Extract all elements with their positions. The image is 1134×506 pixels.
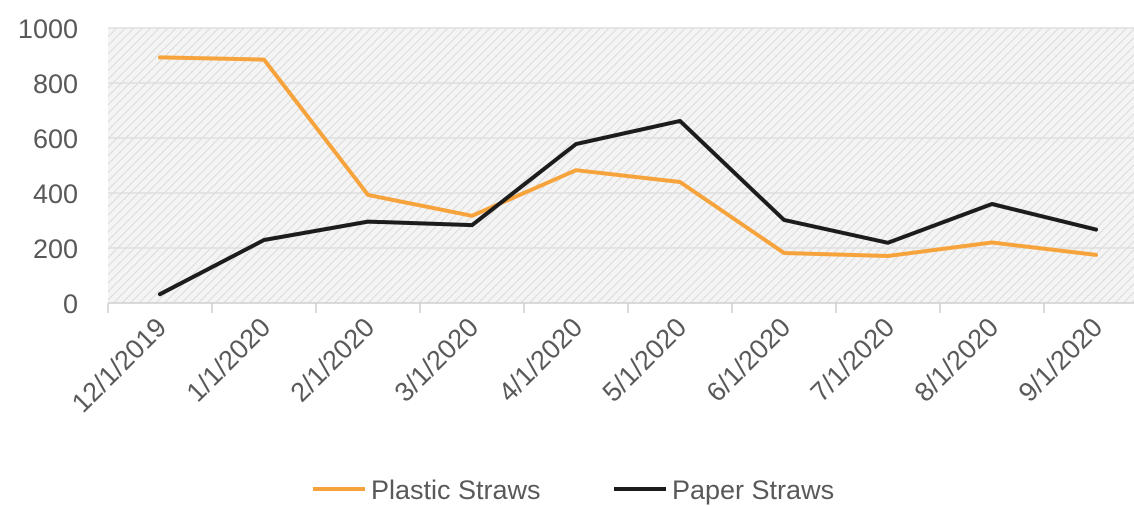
y-tick-label: 400 <box>33 179 78 209</box>
x-tick-label: 9/1/2020 <box>1013 312 1109 408</box>
legend: Plastic Straws Paper Straws <box>313 475 834 505</box>
series-lines <box>158 55 1098 297</box>
series-line-paper-straws <box>158 118 1098 297</box>
y-tick-label: 0 <box>63 289 78 319</box>
x-tick-label: 1/1/2020 <box>181 312 277 408</box>
x-tick-label: 7/1/2020 <box>805 312 901 408</box>
y-tick-label: 200 <box>33 234 78 264</box>
x-tick-label: 5/1/2020 <box>597 312 693 408</box>
series-line-plastic-straws <box>158 55 1098 258</box>
x-tick-label: 6/1/2020 <box>701 312 797 408</box>
x-tick-label: 2/1/2020 <box>285 312 381 408</box>
legend-item: Paper Straws <box>614 475 834 505</box>
x-tick-label: 4/1/2020 <box>493 312 589 408</box>
x-tick-label: 12/1/2019 <box>66 312 172 418</box>
x-tick-label: 3/1/2020 <box>389 312 485 408</box>
x-axis: 12/1/2019 1/1/2020 2/1/2020 3/1/2020 4/1/202… <box>66 303 1109 418</box>
y-tick-label: 1000 <box>18 14 78 44</box>
y-tick-label: 600 <box>33 124 78 154</box>
y-tick-label: 800 <box>33 69 78 99</box>
plot-area <box>108 28 1134 303</box>
x-tick-label: 8/1/2020 <box>909 312 1005 408</box>
legend-item: Plastic Straws <box>313 475 541 505</box>
y-axis: 0 200 400 600 800 1000 <box>18 14 78 319</box>
legend-label: Paper Straws <box>672 475 834 505</box>
legend-label: Plastic Straws <box>371 475 541 505</box>
